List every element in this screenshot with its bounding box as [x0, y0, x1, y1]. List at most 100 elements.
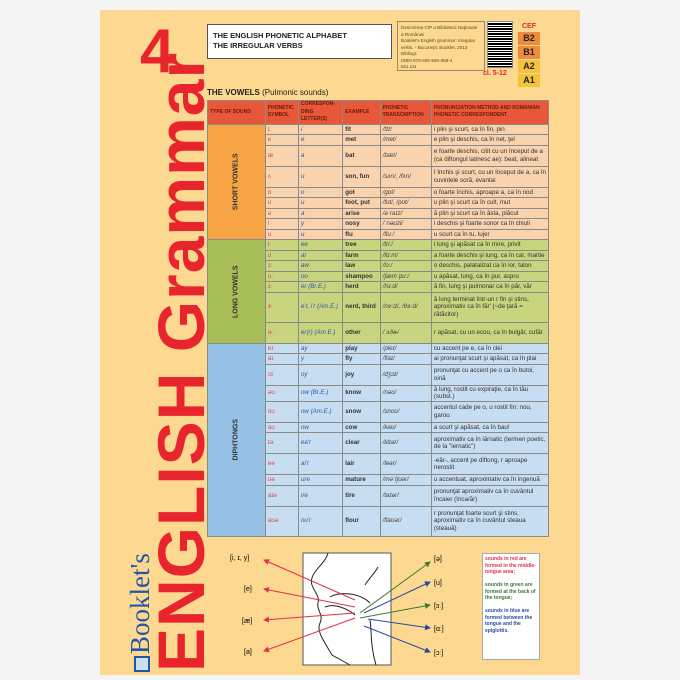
- letters: aw: [297, 260, 344, 272]
- table-row: LONG VOWELS iː ee tree/triː/i lung şi apăsa…: [207, 239, 550, 344]
- cip-line: 811.111: [401, 64, 417, 69]
- legend-green: sounds in green are formed at the back o…: [485, 582, 536, 601]
- title-line-1: THE ENGLISH PHONETIC ALPHABET: [213, 31, 347, 40]
- letters: ow (Br.E.): [297, 384, 344, 402]
- label-aa: [ɑː]: [434, 626, 444, 633]
- phonetic-symbol: iː: [264, 239, 299, 251]
- color-legend: sounds in red are formed in the middle-t…: [482, 553, 540, 660]
- table-row: eə ai'r lair/leər/-eăr-, accent pe diftong…: [208, 453, 550, 475]
- phonetic-symbol: ɪ: [264, 123, 299, 135]
- pronunciation: r apăsat, cu un ecou, ca în bulgăr, cufă…: [430, 321, 550, 344]
- letters: ow (Am.E.): [297, 400, 344, 423]
- transcription: /met/: [379, 134, 432, 146]
- table-row: ɚː er(r) (Am.E.) other/ˈʌðɚ/r apăsat, cu u…: [208, 321, 550, 344]
- example: met: [342, 134, 381, 146]
- column-header: PRONUNCIATION METHOD AND ROMANIAN PHONET…: [430, 100, 550, 125]
- transcription: /ˈnəʊzi/: [379, 218, 432, 230]
- phonetic-symbol: oʊ: [264, 400, 299, 423]
- letters: i: [297, 123, 344, 135]
- cip-line: Bibliogr.: [401, 51, 418, 56]
- label-i: [i, ɪ, y]: [230, 555, 249, 562]
- transcription: /flaɪ/: [379, 353, 432, 365]
- pronunciation: u accentuat, aproximativ ca în ingenuă: [430, 474, 550, 486]
- letters: u: [297, 165, 344, 188]
- phonetic-symbol: aʊə: [264, 505, 299, 537]
- column-header: PHONETIC TRANSCRIPTION: [379, 100, 432, 125]
- barcode: [487, 21, 513, 68]
- phonetic-symbol: aɪ: [264, 353, 299, 365]
- transcription: /ʃæmˈpuː/: [379, 270, 432, 282]
- example: flour: [342, 505, 381, 537]
- transcription: /məˈtjʊər/: [379, 474, 432, 486]
- sound-type-short: SHORT VOWELS: [207, 123, 266, 240]
- pronunciation: u apăsat, lung, ca în pur, aspru: [430, 270, 550, 282]
- pronunciation: ă fin, lung şi pulmonar ca în păr, văr: [430, 281, 550, 293]
- sound-type-label: LONG VOWELS: [232, 265, 240, 318]
- letters: ai'r: [297, 453, 344, 475]
- table-row: ʊ u foot, put/fʊt/, /pʊt/u plin şi scurt c…: [208, 197, 550, 209]
- letters: a: [297, 144, 344, 167]
- phonetic-symbol: əʊ: [264, 384, 299, 402]
- pronunciation: a scurt şi apăsat, ca în bau!: [430, 421, 550, 433]
- pronunciation: pronunţat cu accent pe o ca în butoi, oi…: [430, 363, 550, 386]
- label-oo: [ɔː]: [434, 650, 443, 657]
- pronunciation: u scurt ca în tu, lujer: [430, 228, 550, 240]
- phonetic-symbol: ɚː: [264, 321, 299, 344]
- phonetic-symbol: eə: [264, 453, 299, 475]
- phonetic-symbol: ɑː: [264, 249, 299, 261]
- example: nerd, third: [342, 291, 381, 323]
- letters: y: [297, 218, 344, 230]
- example: herd: [342, 281, 381, 293]
- example: bat: [342, 144, 381, 167]
- cip-box: Descrierea CIP a Bibliotecii Naţionale a…: [397, 21, 485, 71]
- pronunciation: ă plin şi scurt ca în ăsta, plăcut: [430, 207, 550, 219]
- table-row: ɒ o got/gɒt/o foarte închis, aproape a, ca…: [208, 186, 550, 198]
- transcription: /kaʊ/: [379, 421, 432, 433]
- pronunciation: o deschis, palatalizat ca în lor, talon: [430, 260, 550, 272]
- transcription: /triː/: [379, 239, 432, 251]
- phonetic-symbol: ɪə: [264, 432, 299, 454]
- pronunciation: î închis şi scurt, cu un început de a, c…: [430, 165, 550, 188]
- title-line-2: THE IRREGULAR VERBS: [213, 41, 303, 50]
- example: nosy: [342, 218, 381, 230]
- transcription: /klɪər/: [379, 432, 432, 454]
- table-row: ʌ u son, fun/sʌn/, /fʌn/î închis şi scurt,…: [208, 165, 550, 188]
- letters: ure: [297, 474, 344, 486]
- transcription: /lɔː/: [379, 260, 432, 272]
- pronunciation: cu accent pe e, ca în clei: [430, 342, 550, 354]
- table-row: SHORT VOWELS ɪ i fit/fɪt/i plin şi scurt, c…: [207, 123, 550, 240]
- table-row: ɔː aw law/lɔː/o deschis, palatalizat ca în…: [208, 260, 550, 272]
- transcription: /flaʊər/: [379, 505, 432, 537]
- arrows: [263, 559, 431, 653]
- letters: ea'r: [297, 432, 344, 454]
- phonetic-symbol: ɔɪ: [264, 363, 299, 386]
- transcription: /dʒɔɪ/: [379, 363, 432, 386]
- sound-type-long: LONG VOWELS: [207, 239, 266, 344]
- phonetic-symbol: eɪ: [264, 342, 299, 354]
- transcription: /nɝːd/, /θɝːd/: [379, 291, 432, 323]
- letters: er (Br.E.): [297, 281, 344, 293]
- letters: er(r) (Am.E.): [297, 321, 344, 344]
- phonetic-symbol: ʌ: [264, 165, 299, 188]
- table-row: ə a arise/əˈraɪz/ă plin şi scurt ca în ăst…: [208, 207, 550, 219]
- sound-type-diph: DIPHTONGS: [207, 342, 266, 537]
- example: know: [342, 384, 381, 402]
- column-header: PHONETIC SYMBOL: [264, 100, 299, 125]
- pronunciation: aproximativ ca în iărnatic (termen poeti…: [430, 432, 550, 454]
- cef-level-b2: B2: [518, 32, 540, 45]
- pronunciation: accentul cade pe o, u rostit fin: nou, g…: [430, 400, 550, 423]
- table-row: aʊ ow cow/kaʊ/a scurt şi apăsat, ca în bau…: [208, 421, 550, 433]
- example: arise: [342, 207, 381, 219]
- transcription: /əˈraɪz/: [379, 207, 432, 219]
- title-box: THE ENGLISH PHONETIC ALPHABET THE IRREGU…: [207, 24, 392, 59]
- pronunciation: o foarte închis, aproape a, ca în nod: [430, 186, 550, 198]
- example: fit: [342, 123, 381, 135]
- phonetic-symbol: ʊ: [264, 197, 299, 209]
- pronunciation: i deschis şi foarte sonor ca în chiuli: [430, 218, 550, 230]
- label-er: [ɜː]: [434, 603, 443, 610]
- example: flu: [342, 228, 381, 240]
- transcription: /ˈʌðɚ/: [379, 321, 432, 344]
- example: clear: [342, 432, 381, 454]
- letters: ay: [297, 342, 344, 354]
- example: mature: [342, 474, 381, 486]
